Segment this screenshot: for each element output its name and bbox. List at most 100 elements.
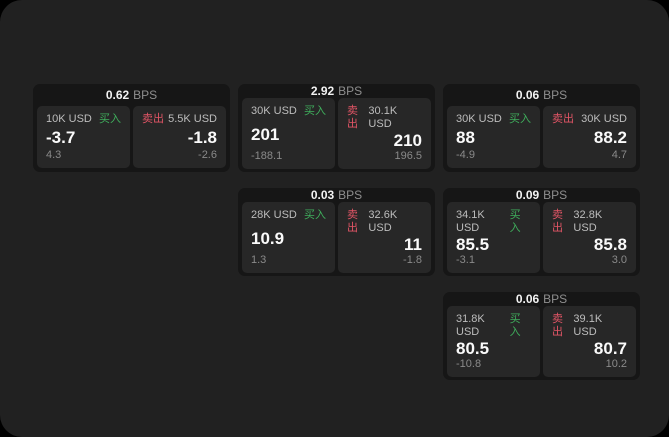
buy-sub-value: -188.1 (251, 150, 283, 162)
quote-card: 0.06 BPS 31.8K USD 买入 80.5 -10.8 卖出 39.1… (443, 292, 640, 380)
sell-sub-value: 196.5 (394, 150, 422, 162)
sell-panel[interactable]: 卖出 5.5K USD -1.8 -2.6 (133, 106, 226, 168)
buy-tag: 买入 (509, 313, 521, 338)
sell-price: -1.8 (187, 128, 217, 147)
buy-panel-top: 10K USD 买入 (46, 113, 121, 126)
sell-panel[interactable]: 卖出 32.6K USD 11 -1.8 (338, 202, 431, 273)
bps-unit-label: BPS (543, 88, 568, 102)
buy-tag: 买入 (509, 113, 531, 125)
quote-card: 0.09 BPS 34.1K USD 买入 85.5 -3.1 卖出 32.8K… (443, 188, 640, 276)
sell-amount: 30K USD (581, 113, 627, 125)
sell-panel[interactable]: 卖出 30.1K USD 210 196.5 (338, 98, 431, 169)
sell-tag: 卖出 (552, 209, 563, 234)
spread-bps-value: 0.09 (515, 188, 540, 202)
quote-card: 0.03 BPS 28K USD 买入 10.9 1.3 卖出 32.6K US… (238, 188, 435, 276)
buy-price: 201 (251, 124, 280, 144)
buy-panel[interactable]: 34.1K USD 买入 85.5 -3.1 (447, 202, 540, 273)
bps-unit-label: BPS (543, 188, 568, 202)
buy-price: 85.5 (456, 235, 490, 254)
sell-amount: 5.5K USD (168, 113, 217, 125)
sell-tag: 卖出 (142, 113, 164, 125)
sell-tag: 卖出 (347, 105, 358, 130)
buy-price: 10.9 (251, 228, 285, 248)
spread-bps-value: 0.03 (310, 188, 335, 202)
buy-price: -3.7 (46, 128, 76, 147)
buy-sub-value: -10.8 (456, 358, 482, 370)
sell-panel[interactable]: 卖出 30K USD 88.2 4.7 (543, 106, 636, 168)
card-header: 0.06 BPS (447, 84, 636, 106)
buy-panel[interactable]: 28K USD 买入 10.9 1.3 (242, 202, 335, 273)
sell-panel-top: 卖出 30K USD (552, 113, 627, 126)
bps-unit-label: BPS (133, 88, 158, 102)
bps-unit-label: BPS (338, 84, 363, 98)
quote-panels: 34.1K USD 买入 85.5 -3.1 卖出 32.8K USD 85.8… (447, 202, 636, 273)
buy-panel-top: 31.8K USD 买入 (456, 313, 531, 339)
sell-sub-value: -2.6 (198, 149, 217, 161)
quote-card: 2.92 BPS 30K USD 买入 201 -188.1 卖出 30.1K … (238, 84, 435, 172)
buy-price: 88 (456, 128, 475, 147)
buy-tag: 买入 (304, 209, 326, 221)
quote-panels: 30K USD 买入 88 -4.9 卖出 30K USD 88.2 4.7 (447, 106, 636, 168)
bps-unit-label: BPS (543, 292, 568, 306)
spread-bps-value: 0.06 (515, 88, 540, 102)
quote-panels: 31.8K USD 买入 80.5 -10.8 卖出 39.1K USD 80.… (447, 306, 636, 377)
card-column-3: 0.06 BPS 30K USD 买入 88 -4.9 卖出 30K USD 8… (443, 84, 640, 380)
buy-panel[interactable]: 10K USD 买入 -3.7 4.3 (37, 106, 130, 168)
buy-panel-top: 30K USD 买入 (456, 113, 531, 126)
sell-panel[interactable]: 卖出 39.1K USD 80.7 10.2 (543, 306, 636, 377)
buy-tag: 买入 (99, 113, 121, 125)
sell-panel-top: 卖出 5.5K USD (142, 113, 217, 126)
sell-price: 85.8 (593, 235, 627, 254)
sell-price: 80.7 (593, 339, 627, 358)
buy-amount: 30K USD (456, 113, 502, 125)
card-column-2: 2.92 BPS 30K USD 买入 201 -188.1 卖出 30.1K … (238, 84, 435, 276)
card-column-1: 0.62 BPS 10K USD 买入 -3.7 4.3 卖出 5.5K USD… (33, 84, 230, 172)
buy-sub-value: -3.1 (456, 254, 475, 266)
buy-amount: 30K USD (251, 105, 297, 117)
sell-panel-top: 卖出 39.1K USD (552, 313, 627, 339)
sell-sub-value: 10.2 (605, 358, 627, 370)
buy-panel[interactable]: 30K USD 买入 201 -188.1 (242, 98, 335, 169)
quote-panels: 30K USD 买入 201 -188.1 卖出 30.1K USD 210 1… (242, 98, 431, 169)
buy-panel[interactable]: 31.8K USD 买入 80.5 -10.8 (447, 306, 540, 377)
buy-amount: 10K USD (46, 113, 92, 125)
sell-price: 11 (404, 235, 422, 254)
card-header: 2.92 BPS (242, 84, 431, 98)
bps-unit-label: BPS (338, 188, 363, 202)
buy-panel[interactable]: 30K USD 买入 88 -4.9 (447, 106, 540, 168)
sell-panel-top: 卖出 32.8K USD (552, 209, 627, 235)
buy-amount: 31.8K USD (456, 313, 485, 338)
sell-panel-top: 卖出 32.6K USD (347, 209, 422, 235)
sell-price: 88.2 (593, 128, 627, 147)
card-header: 0.03 BPS (242, 188, 431, 202)
quote-card: 0.06 BPS 30K USD 买入 88 -4.9 卖出 30K USD 8… (443, 84, 640, 172)
sell-sub-value: -1.8 (403, 254, 422, 266)
buy-sub-value: -4.9 (456, 149, 475, 161)
sell-amount: 39.1K USD (573, 313, 603, 338)
card-header: 0.09 BPS (447, 188, 636, 202)
sell-panel[interactable]: 卖出 32.8K USD 85.8 3.0 (543, 202, 636, 273)
buy-panel-top: 34.1K USD 买入 (456, 209, 531, 235)
buy-panel-top: 30K USD 买入 (251, 105, 326, 118)
sell-panel-top: 卖出 30.1K USD (347, 105, 422, 131)
buy-tag: 买入 (304, 105, 326, 117)
spread-bps-value: 0.62 (105, 88, 130, 102)
sell-tag: 卖出 (552, 313, 563, 338)
sell-sub-value: 4.7 (611, 149, 627, 161)
quote-panels: 28K USD 买入 10.9 1.3 卖出 32.6K USD 11 -1.8 (242, 202, 431, 273)
quote-panels: 10K USD 买入 -3.7 4.3 卖出 5.5K USD -1.8 -2.… (37, 106, 226, 168)
sell-amount: 32.8K USD (573, 209, 603, 234)
buy-tag: 买入 (509, 209, 521, 234)
buy-amount: 34.1K USD (456, 209, 485, 234)
sell-sub-value: 3.0 (611, 254, 627, 266)
quote-card: 0.62 BPS 10K USD 买入 -3.7 4.3 卖出 5.5K USD… (33, 84, 230, 172)
buy-price: 80.5 (456, 339, 490, 358)
spread-bps-value: 2.92 (310, 84, 335, 98)
sell-tag: 卖出 (347, 209, 358, 234)
sell-tag: 卖出 (552, 113, 574, 125)
buy-sub-value: 4.3 (46, 149, 62, 161)
card-header: 0.06 BPS (447, 292, 636, 306)
sell-price: 210 (393, 131, 422, 150)
buy-amount: 28K USD (251, 209, 297, 221)
